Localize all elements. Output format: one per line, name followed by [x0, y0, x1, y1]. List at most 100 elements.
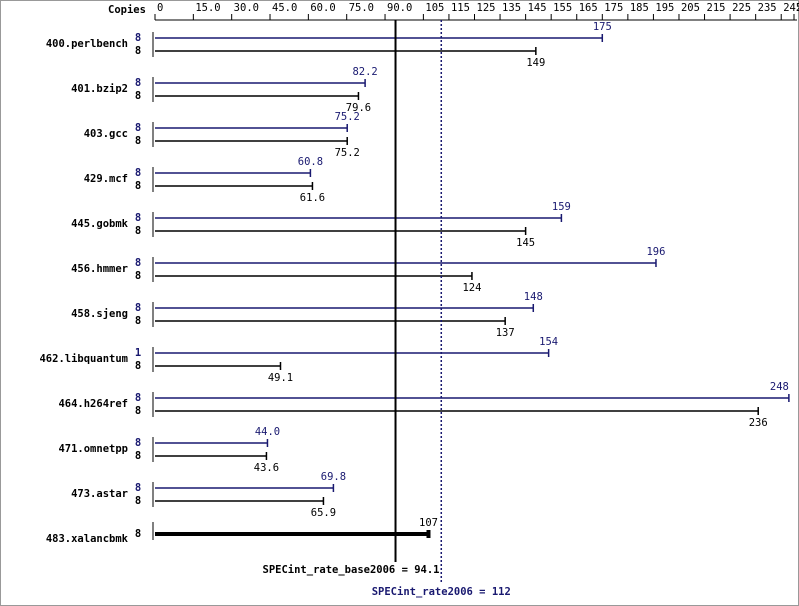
value-label: 107	[419, 517, 438, 529]
copies: 8	[135, 450, 141, 462]
x-tick-label: 245	[783, 2, 799, 14]
value-label: 65.9	[311, 507, 336, 519]
value-label: 145	[516, 237, 535, 249]
value-label: 149	[526, 57, 545, 69]
benchmark-name: 403.gcc	[84, 128, 128, 140]
copies: 8	[135, 257, 141, 269]
x-tick-label: 215	[707, 2, 726, 14]
benchmark-name: 464.h264ref	[58, 398, 128, 410]
x-tick-label: 225	[732, 2, 751, 14]
copies: 8	[135, 302, 141, 314]
value-label: 148	[524, 291, 543, 303]
x-tick-label: 115	[451, 2, 470, 14]
copies: 8	[135, 482, 141, 494]
bar	[155, 407, 759, 415]
bar	[155, 137, 348, 145]
copies: 8	[135, 528, 141, 540]
bar	[155, 259, 657, 267]
benchmark-name: 483.xalancbmk	[46, 533, 129, 545]
copies: 8	[135, 437, 141, 449]
x-tick-label: 135	[502, 2, 521, 14]
value-label: 248	[770, 381, 789, 393]
value-label: 159	[552, 201, 571, 213]
value-label: 44.0	[255, 426, 280, 438]
bar	[155, 530, 431, 538]
value-label: 175	[593, 21, 612, 33]
benchmark-name: 400.perlbench	[46, 38, 128, 50]
axis-label: Copies	[108, 4, 146, 16]
x-tick-label: 45.0	[272, 2, 297, 14]
bar	[155, 79, 366, 87]
x-tick-label: 125	[477, 2, 496, 14]
copies: 1	[135, 347, 141, 359]
bar	[155, 182, 314, 190]
x-tick-label: 105	[425, 2, 444, 14]
copies: 8	[135, 77, 141, 89]
copies: 8	[135, 360, 141, 372]
x-tick-label: 15.0	[195, 2, 220, 14]
x-tick-label: 205	[681, 2, 700, 14]
value-label: 69.8	[321, 471, 346, 483]
bar	[155, 214, 563, 222]
copies: 8	[135, 392, 141, 404]
x-tick-label: 235	[758, 2, 777, 14]
value-label: 124	[462, 282, 481, 294]
value-label: 196	[646, 246, 665, 258]
value-label: 236	[749, 417, 768, 429]
benchmark-name: 401.bzip2	[71, 83, 128, 95]
copies: 8	[135, 405, 141, 417]
bar	[155, 272, 473, 280]
copies: 8	[135, 135, 141, 147]
value-label: 49.1	[268, 372, 293, 384]
bar	[155, 349, 550, 357]
copies: 8	[135, 225, 141, 237]
x-tick-label: 90.0	[387, 2, 412, 14]
benchmark-name: 445.gobmk	[71, 218, 129, 230]
bar	[155, 484, 335, 492]
benchmark-name: 458.sjeng	[71, 308, 128, 320]
value-label: 75.2	[335, 147, 360, 159]
bar	[155, 439, 269, 447]
x-tick-label: 250	[796, 2, 799, 14]
benchmark-name: 471.omnetpp	[58, 443, 128, 455]
value-label: 137	[496, 327, 515, 339]
value-label: 61.6	[300, 192, 325, 204]
x-tick-label: 60.0	[310, 2, 335, 14]
benchmark-name: 462.libquantum	[39, 353, 128, 365]
x-tick-label: 185	[630, 2, 649, 14]
copies: 8	[135, 180, 141, 192]
benchmark-name: 429.mcf	[84, 173, 128, 185]
reference-label: SPECint_rate2006 = 112	[372, 586, 511, 598]
bar	[155, 394, 790, 402]
bar	[155, 362, 282, 370]
x-tick-label: 195	[655, 2, 674, 14]
benchmark-name: 456.hmmer	[71, 263, 128, 275]
benchmark-name: 473.astar	[71, 488, 128, 500]
value-label: 75.2	[335, 111, 360, 123]
x-tick-label: 75.0	[349, 2, 374, 14]
copies: 8	[135, 212, 141, 224]
bar	[155, 92, 360, 100]
reference-label: SPECint_rate_base2006 = 94.1	[263, 564, 440, 576]
value-label: 82.2	[352, 66, 377, 78]
copies: 8	[135, 32, 141, 44]
copies: 8	[135, 167, 141, 179]
bar	[155, 317, 506, 325]
bar	[155, 169, 312, 177]
x-tick-label: 0	[157, 2, 163, 14]
bar	[155, 227, 527, 235]
x-tick-label: 175	[604, 2, 623, 14]
copies: 8	[135, 122, 141, 134]
bar	[155, 304, 535, 312]
value-label: 43.6	[254, 462, 279, 474]
bar	[155, 497, 325, 505]
value-label: 60.8	[298, 156, 323, 168]
copies: 8	[135, 315, 141, 327]
x-tick-label: 145	[528, 2, 547, 14]
bar	[155, 452, 268, 460]
copies: 8	[135, 45, 141, 57]
x-tick-label: 155	[553, 2, 572, 14]
bar	[155, 34, 604, 42]
